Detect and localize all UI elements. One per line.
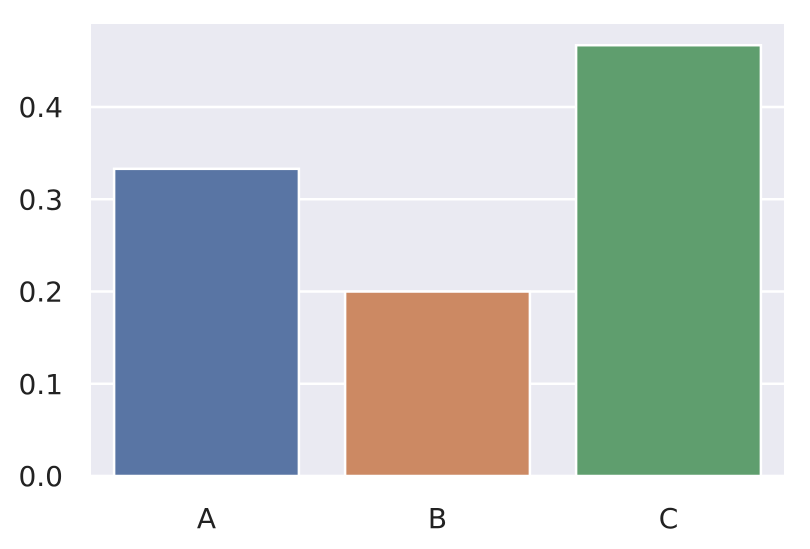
x-tick-label-C: C: [659, 502, 679, 535]
y-tick-label-0: 0.0: [18, 460, 63, 493]
y-tick-label-3: 0.3: [18, 183, 63, 216]
bar-B: [343, 290, 532, 478]
y-tick-label-4: 0.4: [18, 91, 63, 124]
bar-C: [574, 43, 763, 478]
y-axis-ticks: 0.0 0.1 0.2 0.3 0.4: [18, 91, 63, 493]
x-tick-label-A: A: [197, 502, 216, 535]
bar-A: [112, 167, 301, 478]
y-tick-label-1: 0.1: [18, 368, 63, 401]
x-tick-label-B: B: [428, 502, 447, 535]
bars: [112, 43, 763, 478]
x-axis-ticks: A B C: [197, 502, 678, 535]
y-tick-label-2: 0.2: [18, 276, 63, 309]
